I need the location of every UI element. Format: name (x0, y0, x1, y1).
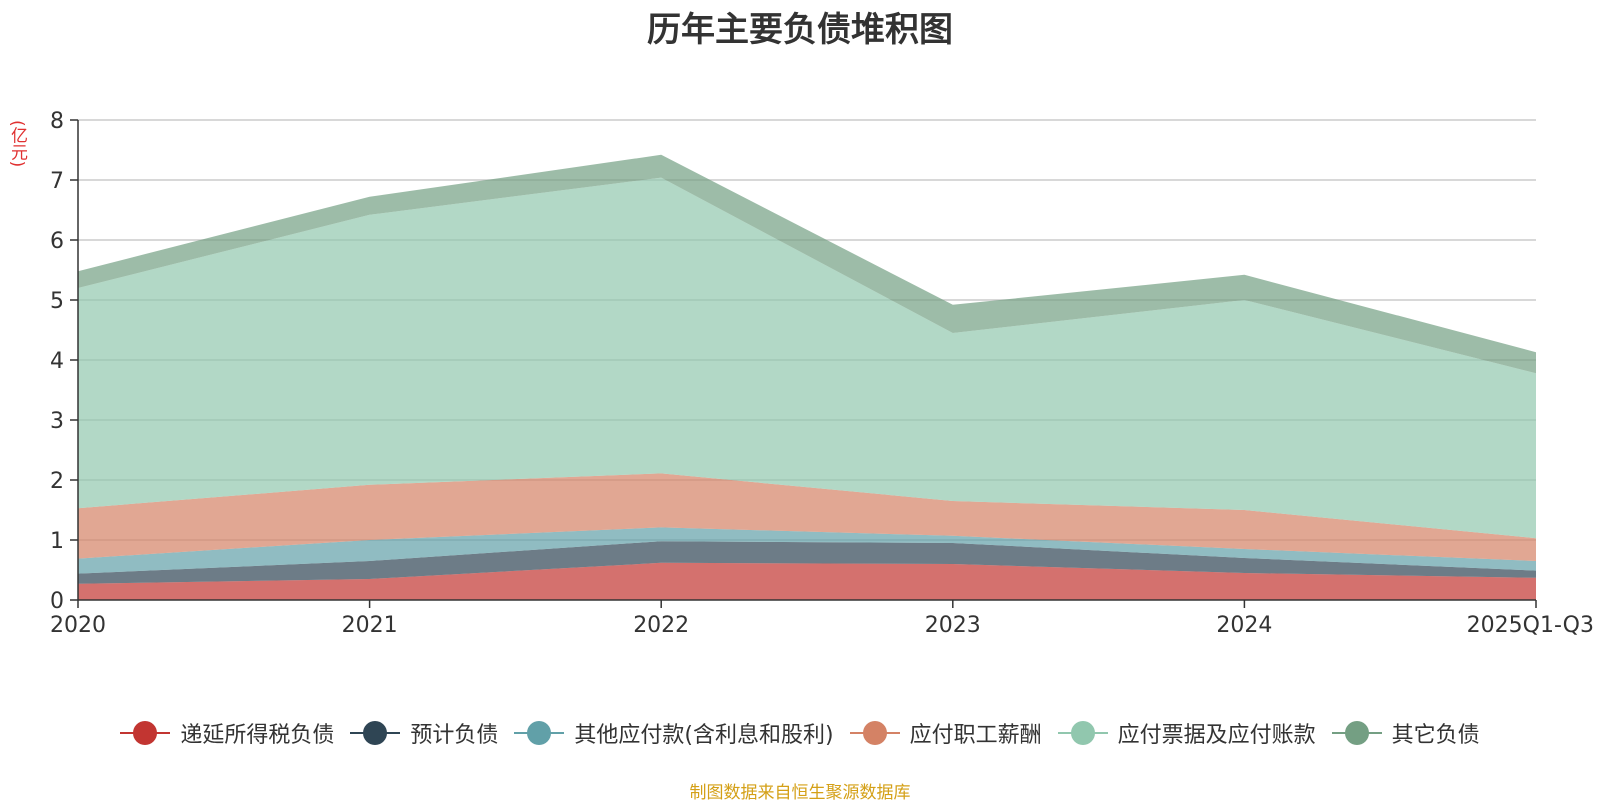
y-tick-label: 4 (50, 349, 64, 374)
legend-item-0[interactable]: 递延所得税负债 (120, 717, 334, 749)
data-point-5-3[interactable] (949, 301, 957, 309)
legend: 递延所得税负债 预计负债 其他应付款(含利息和股利) 应付职工薪酬 应付票据及应付账款 其… (0, 716, 1600, 750)
y-tick-label: 6 (50, 229, 64, 254)
x-tick-label: 2025Q1-Q3 (1467, 613, 1594, 638)
legend-marker-icon (350, 721, 401, 745)
legend-label: 应付票据及应付账款 (1117, 723, 1316, 748)
axes (70, 119, 1537, 608)
x-tick-label: 2023 (925, 613, 981, 638)
x-tick-label: 2020 (50, 613, 106, 638)
legend-label: 应付职工薪酬 (909, 723, 1042, 748)
y-tick-label: 3 (50, 409, 64, 434)
legend-label: 递延所得税负债 (180, 723, 335, 748)
legend-marker-icon (849, 721, 900, 745)
area-series-3[interactable] (78, 473, 1536, 561)
data-point-5-5[interactable] (1532, 348, 1540, 356)
legend-label: 其它负债 (1391, 723, 1480, 748)
legend-marker-icon (1331, 721, 1382, 745)
legend-label: 其他应付款(含利息和股利) (574, 723, 834, 748)
x-tick-label: 2022 (633, 613, 689, 638)
data-point-5-4[interactable] (1240, 271, 1248, 279)
chart-title: 历年主要负债堆积图 (647, 10, 953, 50)
legend-marker-icon (514, 721, 565, 745)
y-tick-label: 8 (50, 109, 64, 134)
x-tick-label: 2021 (342, 613, 398, 638)
area-series-2[interactable] (78, 527, 1536, 574)
area-series-4[interactable] (78, 177, 1536, 539)
data-point-5-1[interactable] (366, 193, 374, 201)
legend-item-4[interactable]: 应付票据及应付账款 (1057, 717, 1316, 749)
legend-item-2[interactable]: 其他应付款(含利息和股利) (514, 717, 834, 749)
legend-item-3[interactable]: 应付职工薪酬 (849, 717, 1042, 749)
area-series (78, 151, 1540, 600)
legend-label: 预计负债 (410, 723, 499, 748)
y-tick-label: 7 (50, 169, 64, 194)
legend-marker-icon (1057, 721, 1108, 745)
stacked-area-chart: 0 1 2 3 4 5 6 7 8 2020 2021 2022 2023 2024 2025Q1-Q3 (50, 109, 1594, 638)
y-tick-label: 5 (50, 289, 64, 314)
source-note: 制图数据来自恒生聚源数据库 (689, 783, 911, 803)
y-axis-unit-label: (亿元) (7, 120, 27, 168)
tick-labels: 0 1 2 3 4 5 6 7 8 2020 2021 2022 2023 2024 2025Q1-Q3 (50, 109, 1594, 638)
legend-item-5[interactable]: 其它负债 (1331, 717, 1480, 749)
legend-marker-icon (120, 721, 171, 745)
x-tick-label: 2024 (1216, 613, 1272, 638)
y-tick-label: 0 (50, 589, 64, 614)
area-series-1[interactable] (78, 541, 1536, 584)
area-series-0[interactable] (78, 562, 1536, 600)
legend-item-1[interactable]: 预计负债 (350, 717, 498, 749)
data-point-5-2[interactable] (657, 151, 665, 159)
y-tick-label: 1 (50, 529, 64, 554)
y-tick-label: 2 (50, 469, 64, 494)
